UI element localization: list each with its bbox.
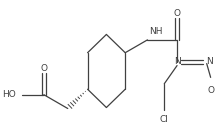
Text: N: N (174, 57, 180, 66)
Text: Cl: Cl (160, 115, 169, 124)
Text: O: O (207, 86, 214, 95)
Text: O: O (40, 64, 47, 73)
Text: O: O (174, 9, 181, 18)
Text: N: N (206, 57, 213, 66)
Text: NH: NH (149, 27, 163, 36)
Text: HO: HO (2, 90, 16, 99)
